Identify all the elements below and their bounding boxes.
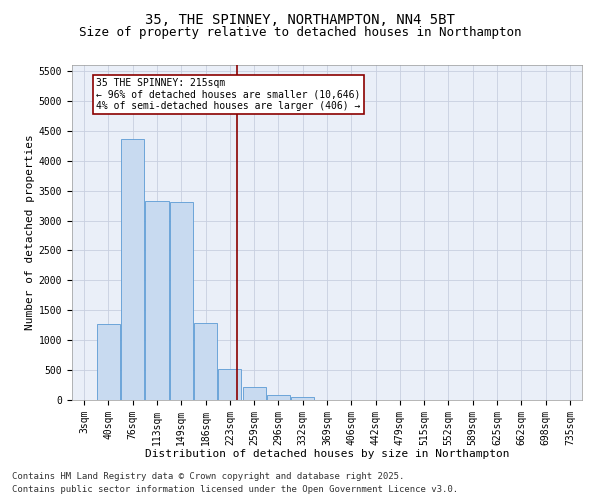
Bar [291, 396, 314, 400]
Bar [218, 370, 241, 400]
Bar [121, 139, 144, 400]
Bar [170, 202, 193, 400]
Bar [242, 387, 266, 400]
Text: Size of property relative to detached houses in Northampton: Size of property relative to detached ho… [79, 26, 521, 39]
Text: 35 THE SPINNEY: 215sqm
← 96% of detached houses are smaller (10,646)
4% of semi-: 35 THE SPINNEY: 215sqm ← 96% of detached… [96, 78, 361, 112]
X-axis label: Distribution of detached houses by size in Northampton: Distribution of detached houses by size … [145, 449, 509, 459]
Y-axis label: Number of detached properties: Number of detached properties [25, 134, 35, 330]
Text: 35, THE SPINNEY, NORTHAMPTON, NN4 5BT: 35, THE SPINNEY, NORTHAMPTON, NN4 5BT [145, 12, 455, 26]
Bar [267, 395, 290, 400]
Bar [97, 324, 120, 400]
Bar [194, 323, 217, 400]
Bar [145, 202, 169, 400]
Text: Contains public sector information licensed under the Open Government Licence v3: Contains public sector information licen… [12, 485, 458, 494]
Text: Contains HM Land Registry data © Crown copyright and database right 2025.: Contains HM Land Registry data © Crown c… [12, 472, 404, 481]
